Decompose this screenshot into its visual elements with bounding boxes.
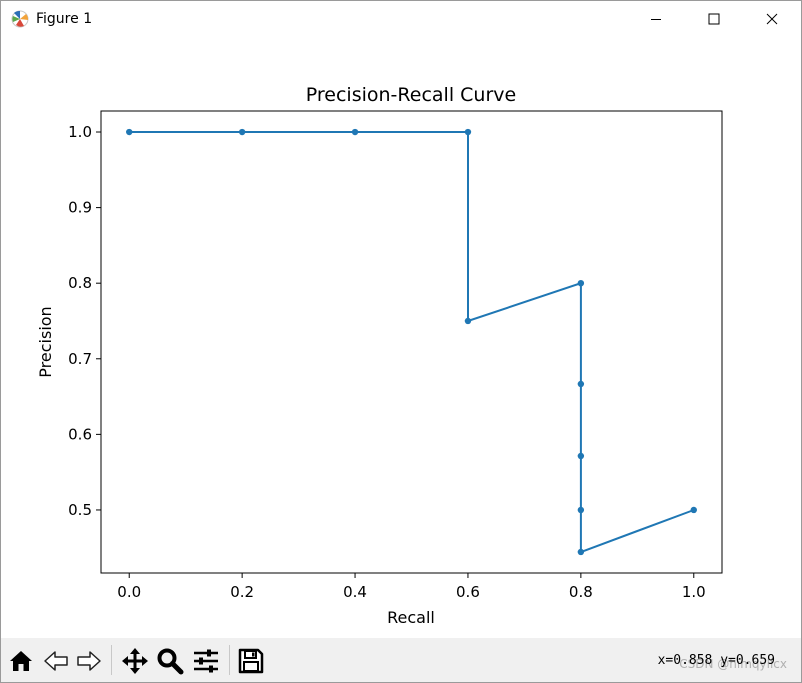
matplotlib-icon[interactable] xyxy=(11,10,29,28)
x-axis-label: Recall xyxy=(387,608,435,627)
zoom-button[interactable] xyxy=(155,646,185,676)
title-bar: Figure 1 xyxy=(1,1,801,37)
y-axis-label: Precision xyxy=(36,306,55,377)
back-button[interactable] xyxy=(41,646,71,676)
y-tick-label: 0.9 xyxy=(68,199,92,217)
x-tick-label: 0.0 xyxy=(117,583,141,601)
maximize-icon xyxy=(708,13,720,25)
minimize-button[interactable] xyxy=(627,1,685,37)
plot-area xyxy=(100,110,723,574)
data-point xyxy=(464,317,472,325)
data-point xyxy=(238,128,246,136)
data-point xyxy=(126,128,133,136)
forward-button[interactable] xyxy=(74,646,104,676)
pan-button[interactable] xyxy=(120,646,150,676)
back-arrow-icon xyxy=(44,651,68,671)
y-tick-label: 1.0 xyxy=(68,123,92,141)
watermark-text: CSDN @himqylicx xyxy=(679,657,787,671)
x-tick-label: 0.6 xyxy=(456,583,480,601)
configure-subplots-button[interactable] xyxy=(191,646,221,676)
maximize-button[interactable] xyxy=(685,1,743,37)
y-tick-label: 0.5 xyxy=(68,501,92,519)
x-tick-label: 0.4 xyxy=(343,583,367,601)
precision-recall-chart: Precision-Recall Curve 0.0 0.2 0.4 0.6 0.8 1.… xyxy=(36,84,723,627)
chart-title: Precision-Recall Curve xyxy=(306,84,516,106)
data-point xyxy=(577,452,585,460)
y-tick-label: 0.7 xyxy=(68,350,92,368)
y-axis: 0.5 0.6 0.7 0.8 0.9 1.0 xyxy=(68,123,101,519)
save-button[interactable] xyxy=(236,646,266,676)
zoom-icon xyxy=(157,648,184,675)
x-tick-label: 0.8 xyxy=(569,583,593,601)
x-axis: 0.0 0.2 0.4 0.6 0.8 1.0 xyxy=(117,573,706,601)
save-icon xyxy=(238,648,264,674)
configure-subplots-icon xyxy=(194,649,218,673)
y-tick-label: 0.8 xyxy=(68,274,92,292)
pr-curve-points xyxy=(126,128,697,556)
minimize-icon xyxy=(651,19,661,20)
pan-icon xyxy=(122,648,148,674)
y-tick-label: 0.6 xyxy=(68,425,92,443)
home-icon xyxy=(10,651,32,671)
close-icon xyxy=(766,13,778,25)
x-tick-label: 1.0 xyxy=(682,583,706,601)
forward-arrow-icon xyxy=(77,651,101,671)
toolbar-separator xyxy=(229,645,230,675)
cursor-coordinates: x=0.858 y=0.659 xyxy=(657,653,775,668)
figure-canvas[interactable]: Precision-Recall Curve 0.0 0.2 0.4 0.6 0.8 1.… xyxy=(1,37,801,637)
x-tick-label: 0.2 xyxy=(230,583,254,601)
home-button[interactable] xyxy=(6,646,36,676)
data-point xyxy=(577,279,585,287)
navigation-toolbar: CSDN @himqylicx x=0.858 y=0.659 xyxy=(1,638,801,682)
close-button[interactable] xyxy=(743,1,801,37)
data-point xyxy=(577,380,585,388)
window-title: Figure 1 xyxy=(36,11,93,27)
data-point xyxy=(464,128,472,136)
data-point xyxy=(351,128,359,136)
data-point xyxy=(690,506,697,514)
data-point xyxy=(577,506,585,514)
toolbar-separator xyxy=(111,645,112,675)
data-point xyxy=(577,548,585,556)
